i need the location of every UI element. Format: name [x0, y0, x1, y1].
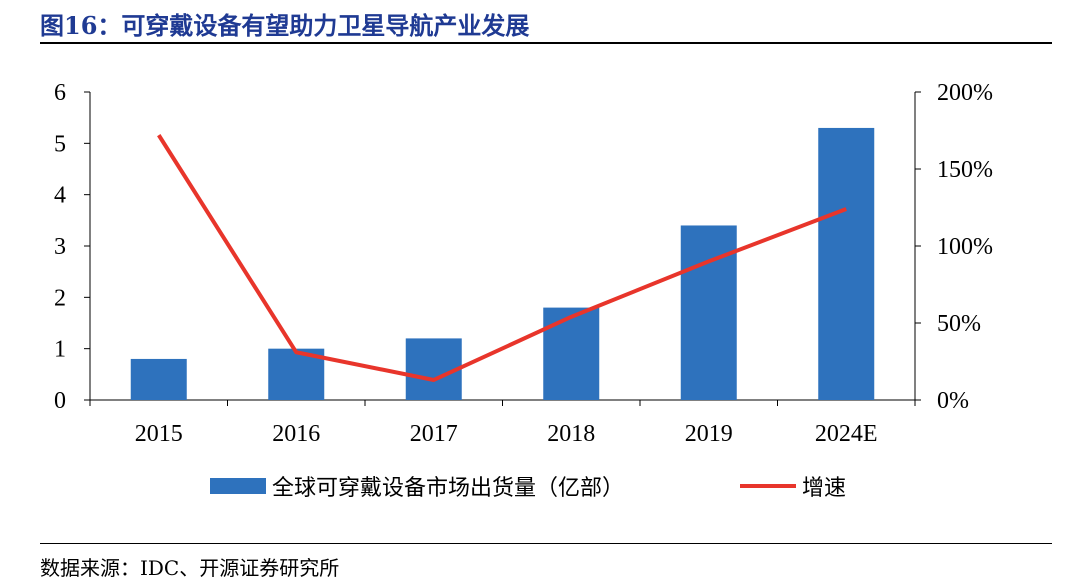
line-series: [157, 134, 847, 382]
x-tick-label: 2016: [272, 421, 320, 447]
x-tick-label: 2018: [547, 421, 595, 447]
legend-line-label: 增速: [802, 475, 846, 500]
legend-bar-swatch: [210, 478, 266, 494]
bar: [680, 225, 737, 400]
left-tick-label: 5: [54, 131, 66, 157]
left-tick-label: 6: [54, 80, 66, 106]
left-tick-label: 1: [54, 337, 66, 363]
source-note: 数据来源：IDC、开源证券研究所: [40, 556, 340, 580]
left-tick-label: 2: [54, 285, 66, 311]
left-tick-label: 4: [54, 183, 66, 209]
bar: [543, 307, 600, 400]
x-tick-label: 2019: [685, 421, 733, 447]
right-tick-label: 150%: [937, 157, 993, 183]
x-tick-label: 2024E: [815, 421, 878, 447]
title-rule: [40, 42, 1052, 44]
legend-bar-label: 全球可穿戴设备市场出货量（亿部）: [272, 475, 624, 500]
left-tick-label: 3: [54, 234, 66, 260]
right-tick-label: 100%: [937, 234, 993, 260]
x-tick-label: 2015: [135, 421, 183, 447]
legend: 全球可穿戴设备市场出货量（亿部） 增速: [210, 475, 846, 500]
right-tick-label: 50%: [937, 311, 981, 337]
bar: [130, 358, 187, 400]
left-tick-label: 0: [54, 388, 66, 414]
x-tick-label: 2017: [410, 421, 458, 447]
bar: [818, 127, 875, 400]
right-tick-label: 200%: [937, 80, 993, 106]
growth-line: [157, 134, 847, 382]
bar: [405, 338, 462, 400]
chart-title: 图16：可穿戴设备有望助力卫星导航产业发展: [40, 11, 530, 40]
axes: 0 1 2 3 4 5 6 0% 50% 100% 150% 200% 2015 2016 2017 2018…: [54, 80, 993, 447]
source-rule: [40, 543, 1052, 544]
right-tick-label: 0%: [937, 388, 969, 414]
